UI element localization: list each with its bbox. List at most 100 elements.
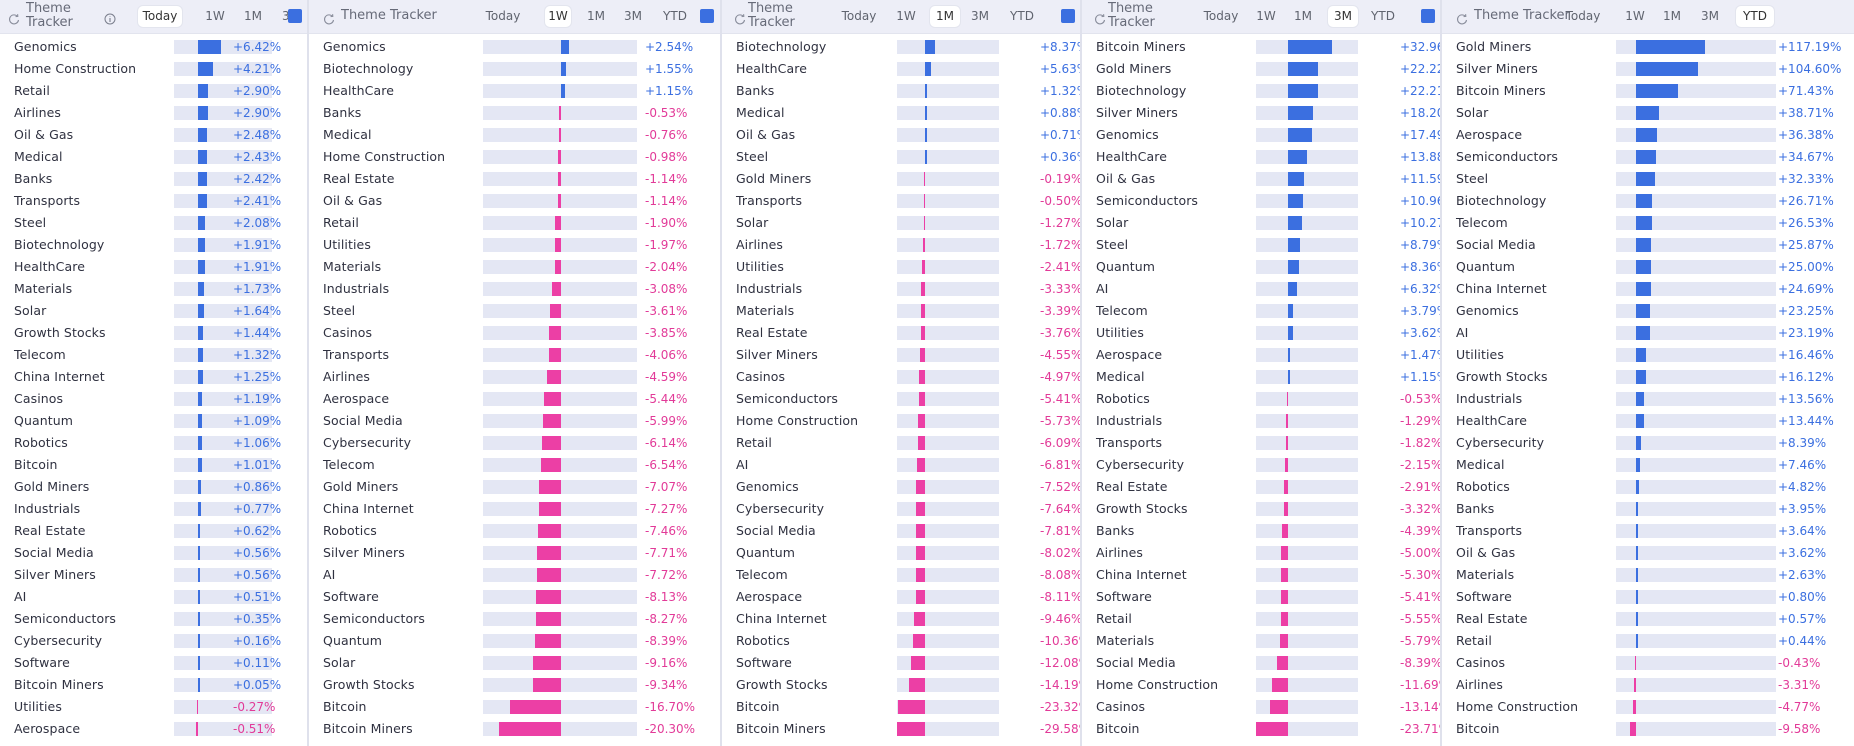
performance-bar [198, 172, 207, 186]
theme-name: Industrials [1456, 391, 1523, 406]
performance-bar [1280, 568, 1288, 582]
list-item: Industrials -3.33% [722, 278, 1080, 300]
tab-ytd[interactable]: YTD [663, 9, 687, 23]
performance-bar [198, 40, 222, 54]
bar-track [1256, 326, 1358, 340]
theme-name: China Internet [323, 501, 414, 516]
theme-name: Quantum [323, 633, 383, 648]
tab-1m[interactable]: 1M [244, 9, 262, 23]
bar-track [1256, 282, 1358, 296]
list-item: Silver Miners -4.55% [722, 344, 1080, 366]
theme-name: Home Construction [1096, 677, 1219, 692]
color-settings-button[interactable] [1061, 9, 1075, 23]
tab-today[interactable]: Today [138, 6, 182, 27]
bar-track [483, 656, 637, 670]
performance-value: +0.44% [1778, 634, 1827, 648]
performance-value: +8.79% [1400, 238, 1440, 252]
list-item: Social Media +25.87% [1442, 234, 1854, 256]
list-item: Home Construction -0.98% [309, 146, 720, 168]
tab-ytd[interactable]: YTD [1010, 9, 1034, 23]
tab-1m[interactable]: 1M [930, 6, 960, 27]
theme-name: Genomics [14, 39, 77, 54]
bar-track [1256, 678, 1358, 692]
theme-name: Casinos [323, 325, 373, 340]
tab-today[interactable]: Today [841, 9, 877, 23]
tab-ytd[interactable]: YTD [1736, 6, 1774, 27]
performance-value: +10.27% [1400, 216, 1440, 230]
bar-track [1616, 282, 1776, 296]
tab-1w[interactable]: 1W [896, 9, 916, 23]
list-item: Cybersecurity -2.15% [1082, 454, 1440, 476]
tab-3m[interactable]: 3M [1701, 9, 1719, 23]
theme-name: Steel [14, 215, 47, 230]
theme-name: Semiconductors [323, 611, 426, 626]
bar-track [1256, 84, 1358, 98]
list-item: Bitcoin -23.71% [1082, 718, 1440, 740]
tab-1m[interactable]: 1M [587, 9, 605, 23]
theme-name: Aerospace [1456, 127, 1523, 142]
color-settings-button[interactable] [1421, 9, 1435, 23]
performance-bar [1636, 304, 1650, 318]
performance-bar [1636, 216, 1652, 230]
info-icon[interactable] [104, 10, 116, 25]
tab-1w[interactable]: 1W [205, 9, 225, 23]
color-settings-button[interactable] [700, 9, 714, 23]
performance-value: +1.15% [1400, 370, 1440, 384]
tab-today[interactable]: Today [1565, 9, 1601, 23]
theme-name: Oil & Gas [323, 193, 383, 208]
tab-ytd[interactable]: YTD [1371, 9, 1395, 23]
performance-value: +2.90% [233, 106, 282, 120]
color-settings-button[interactable] [288, 9, 302, 23]
performance-bar [1636, 392, 1644, 406]
bar-track [897, 678, 999, 692]
list-item: Semiconductors -5.41% [722, 388, 1080, 410]
list-item: Silver Miners +18.20% [1082, 102, 1440, 124]
performance-bar [1284, 480, 1288, 494]
bar-track [174, 546, 272, 560]
list-item: Genomics +2.54% [309, 36, 720, 58]
theme-name: Bitcoin Miners [1096, 39, 1186, 54]
bar-track [174, 458, 272, 472]
theme-name: Casinos [1456, 655, 1506, 670]
performance-value: -7.07% [645, 480, 688, 494]
list-item: China Internet -5.30% [1082, 564, 1440, 586]
tab-1m[interactable]: 1M [1663, 9, 1681, 23]
tab-3m[interactable]: 3M [624, 9, 642, 23]
bar-track [1256, 260, 1358, 274]
performance-bar [1636, 634, 1638, 648]
theme-name: China Internet [736, 611, 827, 626]
tab-3m[interactable]: 3M [1328, 6, 1358, 27]
tab-today[interactable]: Today [485, 9, 521, 23]
tab-1w[interactable]: 1W [1256, 9, 1276, 23]
list-item: Medical +7.46% [1442, 454, 1854, 476]
refresh-icon [1456, 10, 1468, 25]
theme-name: Biotechnology [1096, 83, 1187, 98]
list-item: Solar +10.27% [1082, 212, 1440, 234]
performance-value: +2.41% [233, 194, 282, 208]
performance-bar [925, 106, 927, 120]
list-item: Retail -5.55% [1082, 608, 1440, 630]
tab-1m[interactable]: 1M [1294, 9, 1312, 23]
performance-bar [510, 700, 561, 714]
theme-tracker-panel: Theme Tracker Today 1W 1M 3M YTD Genomics +2.54… [309, 0, 720, 746]
list-item: Growth Stocks -9.34% [309, 674, 720, 696]
list-item: Software -12.08% [722, 652, 1080, 674]
performance-bar [897, 722, 925, 736]
tab-today[interactable]: Today [1203, 9, 1239, 23]
theme-name: Materials [736, 303, 795, 318]
performance-value: +0.86% [233, 480, 282, 494]
performance-value: -8.11% [1040, 590, 1080, 604]
tab-3m[interactable]: 3M [971, 9, 989, 23]
bar-track [1616, 62, 1776, 76]
performance-bar [198, 260, 205, 274]
performance-value: +38.71% [1778, 106, 1834, 120]
bar-track [1256, 524, 1358, 538]
theme-name: Social Media [1456, 237, 1536, 252]
tab-1w[interactable]: 1W [1625, 9, 1645, 23]
performance-bar [198, 612, 200, 626]
panel-header: Theme Tracker Today 1W 1M 3M YTD [309, 0, 720, 34]
tab-1w[interactable]: 1W [545, 6, 571, 27]
performance-value: -7.27% [645, 502, 688, 516]
performance-value: +6.42% [233, 40, 282, 54]
